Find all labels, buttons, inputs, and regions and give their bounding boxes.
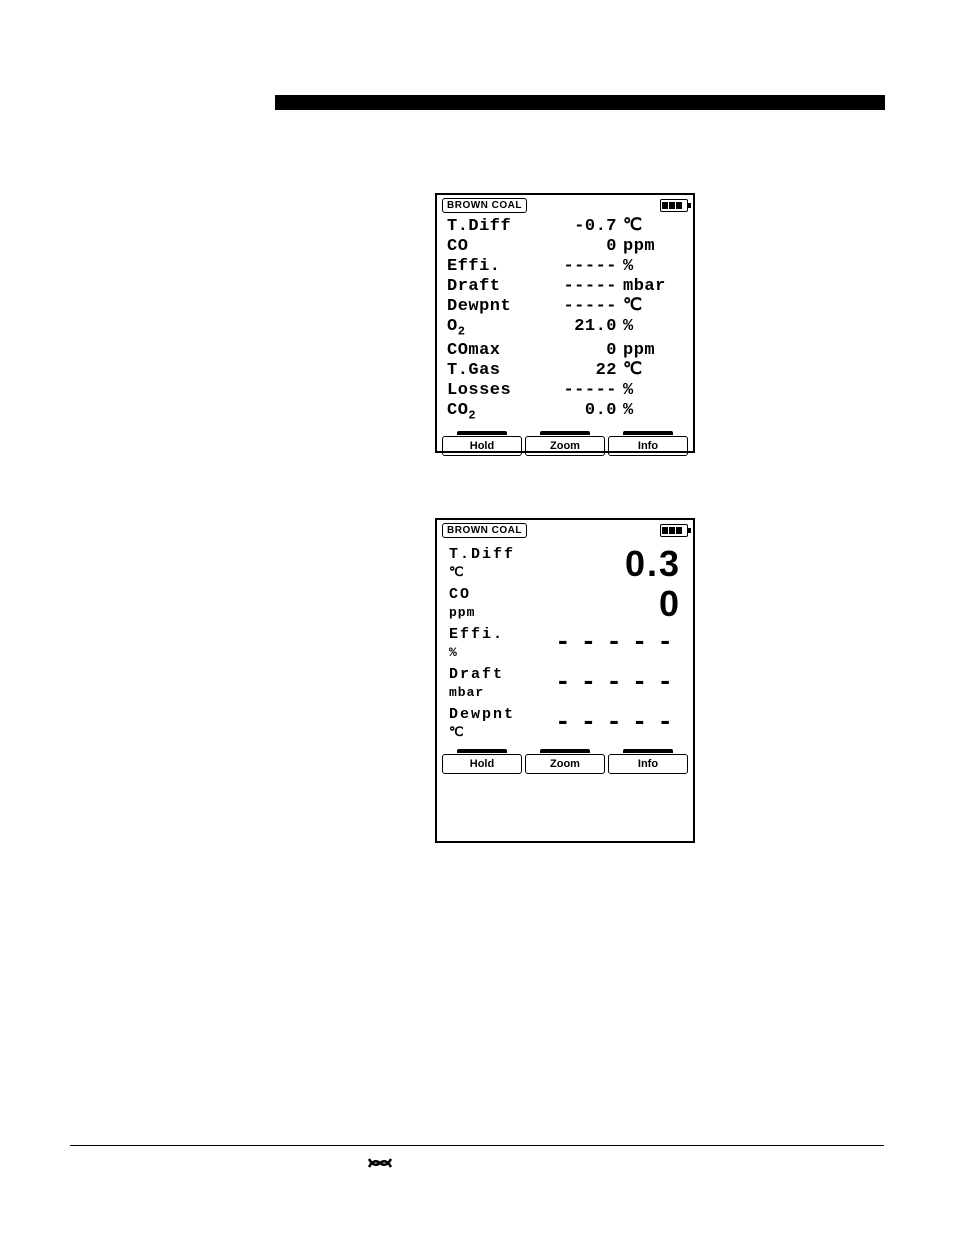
reading-row: Draft ----- mbar bbox=[447, 277, 683, 297]
reading-value: 0 bbox=[532, 341, 623, 361]
reading-label: O2 bbox=[447, 317, 532, 341]
reading-unit: ℃ bbox=[623, 217, 673, 237]
zoom-value: 0 bbox=[544, 586, 683, 622]
zoom-row: T.Diff ℃ 0.3 bbox=[449, 544, 683, 584]
footer-logo-icon bbox=[367, 1155, 393, 1170]
zoom-value: ----- bbox=[544, 706, 683, 738]
softkey-hold[interactable]: Hold bbox=[442, 749, 522, 774]
softkey-zoom[interactable]: Zoom bbox=[525, 431, 605, 456]
reading-unit: mbar bbox=[623, 277, 673, 297]
softkey-hold[interactable]: Hold bbox=[442, 431, 522, 456]
reading-row: Effi. ----- % bbox=[447, 257, 683, 277]
reading-label: CO bbox=[447, 237, 532, 257]
reading-label: T.Gas bbox=[447, 361, 532, 381]
reading-label: COmax bbox=[447, 341, 532, 361]
reading-row: O2 21.0 % bbox=[447, 317, 683, 341]
zoom-label: Effi. % bbox=[449, 626, 544, 662]
reading-unit: % bbox=[623, 317, 673, 341]
top-bar bbox=[275, 95, 885, 110]
reading-row: Dewpnt ----- ℃ bbox=[447, 297, 683, 317]
reading-value: 0 bbox=[532, 237, 623, 257]
device-screen-normal: BROWN COAL T.Diff -0.7 ℃ CO 0 ppm Effi. … bbox=[435, 193, 695, 453]
screen-header: BROWN COAL bbox=[437, 520, 693, 540]
zoom-label: Dewpnt ℃ bbox=[449, 706, 544, 742]
fuel-title: BROWN COAL bbox=[442, 198, 527, 213]
reading-row: T.Gas 22 ℃ bbox=[447, 361, 683, 381]
reading-row: Losses ----- % bbox=[447, 381, 683, 401]
reading-label: CO2 bbox=[447, 401, 532, 425]
battery-icon bbox=[660, 199, 688, 212]
zoom-row: CO ppm 0 bbox=[449, 584, 683, 624]
reading-value: ----- bbox=[532, 277, 623, 297]
footer-rule bbox=[70, 1145, 884, 1146]
zoom-label: CO ppm bbox=[449, 586, 544, 622]
reading-label: Draft bbox=[447, 277, 532, 297]
reading-unit: ℃ bbox=[623, 361, 673, 381]
zoom-value: ----- bbox=[544, 626, 683, 658]
reading-value: 0.0 bbox=[532, 401, 623, 425]
battery-icon bbox=[660, 524, 688, 537]
zoom-label: Draft mbar bbox=[449, 666, 544, 702]
screen-header: BROWN COAL bbox=[437, 195, 693, 215]
softkey-info[interactable]: Info bbox=[608, 431, 688, 456]
reading-row: CO2 0.0 % bbox=[447, 401, 683, 425]
device-screen-zoom: BROWN COAL T.Diff ℃ 0.3 CO ppm 0 Effi. %… bbox=[435, 518, 695, 843]
screen-footer: Hold Zoom Info bbox=[437, 746, 693, 779]
reading-value: 21.0 bbox=[532, 317, 623, 341]
softkey-zoom[interactable]: Zoom bbox=[525, 749, 605, 774]
reading-label: Effi. bbox=[447, 257, 532, 277]
reading-value: ----- bbox=[532, 297, 623, 317]
reading-unit: ℃ bbox=[623, 297, 673, 317]
screen-body: T.Diff -0.7 ℃ CO 0 ppm Effi. ----- % Dra… bbox=[437, 215, 693, 428]
zoom-row: Dewpnt ℃ ----- bbox=[449, 704, 683, 744]
fuel-title: BROWN COAL bbox=[442, 523, 527, 538]
zoom-label: T.Diff ℃ bbox=[449, 546, 544, 582]
reading-row: T.Diff -0.7 ℃ bbox=[447, 217, 683, 237]
reading-unit: % bbox=[623, 401, 673, 425]
softkey-info[interactable]: Info bbox=[608, 749, 688, 774]
reading-row: COmax 0 ppm bbox=[447, 341, 683, 361]
reading-row: CO 0 ppm bbox=[447, 237, 683, 257]
reading-value: 22 bbox=[532, 361, 623, 381]
reading-unit: % bbox=[623, 257, 673, 277]
reading-value: -0.7 bbox=[532, 217, 623, 237]
reading-unit: ppm bbox=[623, 341, 673, 361]
screen-body: T.Diff ℃ 0.3 CO ppm 0 Effi. % ----- Draf… bbox=[437, 540, 693, 746]
reading-value: ----- bbox=[532, 381, 623, 401]
reading-label: Dewpnt bbox=[447, 297, 532, 317]
reading-label: Losses bbox=[447, 381, 532, 401]
zoom-value: ----- bbox=[544, 666, 683, 698]
reading-unit: ppm bbox=[623, 237, 673, 257]
zoom-row: Draft mbar ----- bbox=[449, 664, 683, 704]
screen-footer: Hold Zoom Info bbox=[437, 428, 693, 461]
zoom-value: 0.3 bbox=[544, 546, 683, 582]
reading-unit: % bbox=[623, 381, 673, 401]
reading-label: T.Diff bbox=[447, 217, 532, 237]
zoom-row: Effi. % ----- bbox=[449, 624, 683, 664]
reading-value: ----- bbox=[532, 257, 623, 277]
